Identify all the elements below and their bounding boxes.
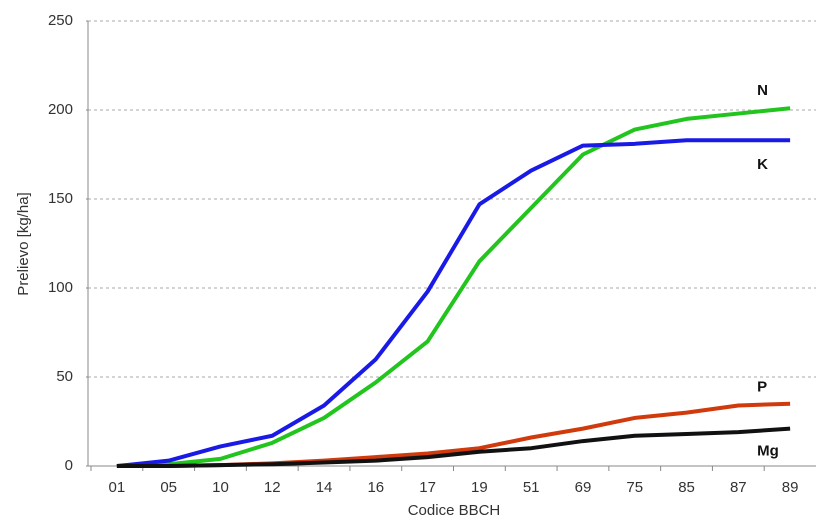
y-tick-label: 150	[48, 190, 73, 207]
x-tick-label: 89	[782, 479, 799, 496]
x-tick-label: 85	[678, 479, 695, 496]
x-tick-label: 16	[367, 479, 384, 496]
y-tick-label: 50	[56, 368, 73, 385]
x-tick-label: 69	[575, 479, 592, 496]
x-tick-label: 12	[264, 479, 281, 496]
x-tick-label: 01	[109, 479, 126, 496]
series-line	[116, 106, 791, 468]
x-axis-title: Codice BBCH	[408, 502, 501, 519]
y-tick-label: 200	[48, 101, 73, 118]
series-label: K	[757, 156, 768, 173]
series-label: P	[757, 379, 767, 396]
x-tick-label: 17	[419, 479, 436, 496]
series-label: Mg	[757, 443, 779, 460]
x-tick-label: 19	[471, 479, 488, 496]
series-line	[116, 138, 791, 468]
y-tick-label: 0	[65, 457, 73, 474]
series-line	[116, 426, 791, 468]
x-tick-label: 51	[523, 479, 540, 496]
x-tick-label: 14	[316, 479, 333, 496]
x-tick-label: 10	[212, 479, 229, 496]
series-label: N	[757, 82, 768, 99]
y-axis-title: Prelievo [kg/ha]	[15, 192, 32, 295]
x-tick-label: 05	[160, 479, 177, 496]
y-tick-label: 250	[48, 12, 73, 29]
x-tick-label: 87	[730, 479, 747, 496]
x-tick-label: 75	[626, 479, 643, 496]
y-tick-label: 100	[48, 279, 73, 296]
